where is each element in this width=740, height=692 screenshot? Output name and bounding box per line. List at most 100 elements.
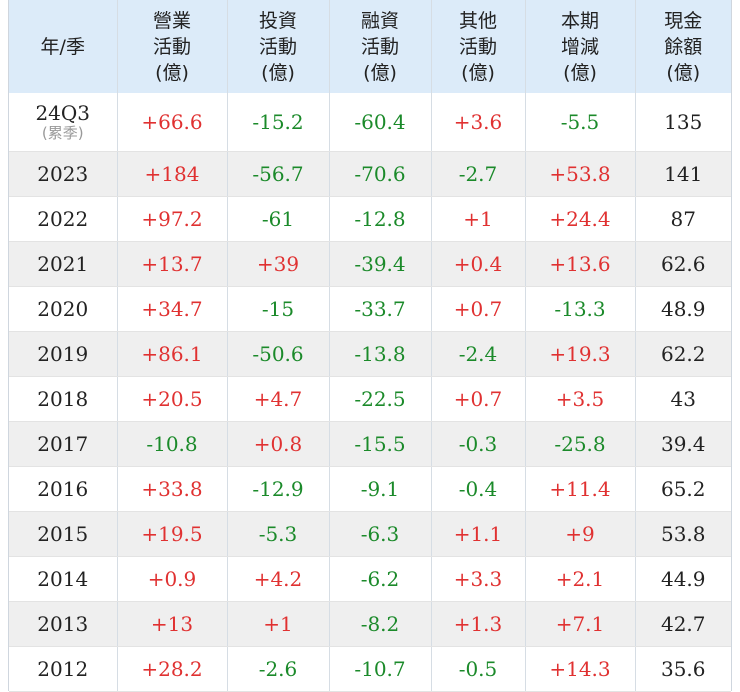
table-row: 2012 +28.2 -2.6 -10.7 -0.5 +14.3 35.6 [9,646,731,692]
cell-period: 2019 [9,331,118,377]
cell-investing: -5.3 [227,511,330,557]
cell-other: -0.4 [431,466,526,512]
period-sublabel: (累季) [41,123,84,142]
cell-balance: 44.9 [635,556,731,602]
cell-other: -2.7 [431,151,526,197]
header-label-line: 活動 [152,35,191,58]
period-label: 2014 [37,566,89,591]
cell-financing: -12.8 [329,196,432,242]
table-body: 24Q3 (累季) +66.6 -15.2 -60.4 +3.6 -5.5 135 2023 +1… [9,93,731,692]
cell-financing: -15.5 [329,421,432,467]
cell-balance: 141 [635,151,731,197]
table-row: 24Q3 (累季) +66.6 -15.2 -60.4 +3.6 -5.5 135 [9,93,731,152]
cell-balance: 43 [635,376,731,422]
cell-period: 2017 [9,421,118,467]
header-balance: 現金 餘額 (億) [635,0,731,93]
cell-operating: +13 [117,601,228,647]
cell-financing: -6.3 [329,511,432,557]
header-label-line: (億) [363,61,397,84]
cell-balance: 135 [635,93,731,152]
header-label-line: 增減 [560,35,599,58]
header-label-line: 活動 [458,35,497,58]
cell-investing: -61 [227,196,330,242]
period-label: 2019 [37,341,89,366]
cell-other: -0.5 [431,646,526,692]
cell-financing: -60.4 [329,93,432,152]
period-label: 2020 [37,296,89,321]
cell-investing: -2.6 [227,646,330,692]
cell-investing: +4.2 [227,556,330,602]
table-row: 2013 +13 +1 -8.2 +1.3 +7.1 42.7 [9,601,731,647]
header-label-line: 其他 [458,9,497,32]
table-row: 2017 -10.8 +0.8 -15.5 -0.3 -25.8 39.4 [9,421,731,467]
header-label-line: 投資 [258,9,297,32]
cell-change: +13.6 [525,241,636,287]
table-row: 2019 +86.1 -50.6 -13.8 -2.4 +19.3 62.2 [9,331,731,377]
cell-operating: +66.6 [117,93,228,152]
cell-other: +1.3 [431,601,526,647]
cell-change: +24.4 [525,196,636,242]
cell-investing: -56.7 [227,151,330,197]
header-change: 本期增減 (億) [525,0,636,93]
header-label-line: 活動 [258,35,297,58]
header-investing: 投資活動 (億) [227,0,330,93]
table-row: 2023 +184 -56.7 -70.6 -2.7 +53.8 141 [9,151,731,197]
cell-investing: +1 [227,601,330,647]
cell-change: +2.1 [525,556,636,602]
cell-change: +7.1 [525,601,636,647]
header-label-line: (億) [563,61,597,84]
cell-balance: 48.9 [635,286,731,332]
header-label-line: 餘額 [664,35,703,58]
period-label: 24Q3 [35,100,91,125]
cell-balance: 42.7 [635,601,731,647]
cell-investing: +4.7 [227,376,330,422]
table-row: 2021 +13.7 +39 -39.4 +0.4 +13.6 62.6 [9,241,731,287]
cell-other: +0.7 [431,286,526,332]
cell-balance: 35.6 [635,646,731,692]
cell-period: 2023 [9,151,118,197]
cell-period: 2020 [9,286,118,332]
cell-operating: +13.7 [117,241,228,287]
cell-financing: -39.4 [329,241,432,287]
cash-flow-table-container: 年/季 營業 活動 (億) 投資 活動 (億) 融資 活動 (億) 其他 活動 (億) 本期 增減 (億) 現金… [8,0,732,692]
period-label: 2022 [37,206,89,231]
cell-balance: 65.2 [635,466,731,512]
cell-financing: -6.2 [329,556,432,602]
cell-other: +3.3 [431,556,526,602]
cell-other: -0.3 [431,421,526,467]
cell-other: +0.4 [431,241,526,287]
table-row: 2020 +34.7 -15 -33.7 +0.7 -13.3 48.9 [9,286,731,332]
cell-balance: 87 [635,196,731,242]
cell-balance: 62.6 [635,241,731,287]
cell-change: -25.8 [525,421,636,467]
cell-change: +11.4 [525,466,636,512]
cell-change: +53.8 [525,151,636,197]
cell-other: +0.7 [431,376,526,422]
header-label-line: (億) [261,61,295,84]
period-label: 2018 [37,386,89,411]
period-label: 2015 [37,521,89,546]
cell-operating: +28.2 [117,646,228,692]
table-row: 2015 +19.5 -5.3 -6.3 +1.1 +9 53.8 [9,511,731,557]
cell-operating: +0.9 [117,556,228,602]
cell-operating: +184 [117,151,228,197]
cell-period: 2021 [9,241,118,287]
cell-period: 2015 [9,511,118,557]
cell-operating: +97.2 [117,196,228,242]
cell-operating: -10.8 [117,421,228,467]
cell-change: -5.5 [525,93,636,152]
cell-change: -13.3 [525,286,636,332]
cell-period: 24Q3 (累季) [9,93,118,152]
cell-change: +19.3 [525,331,636,377]
cell-balance: 53.8 [635,511,731,557]
header-label-line: (億) [155,61,189,84]
cell-change: +3.5 [525,376,636,422]
cell-other: -2.4 [431,331,526,377]
cell-period: 2018 [9,376,118,422]
period-label: 2016 [37,476,89,501]
header-label-line: 本期 [560,9,599,32]
cell-operating: +19.5 [117,511,228,557]
header-label-line: 活動 [360,35,399,58]
header-label-line: (億) [461,61,495,84]
cell-operating: +20.5 [117,376,228,422]
